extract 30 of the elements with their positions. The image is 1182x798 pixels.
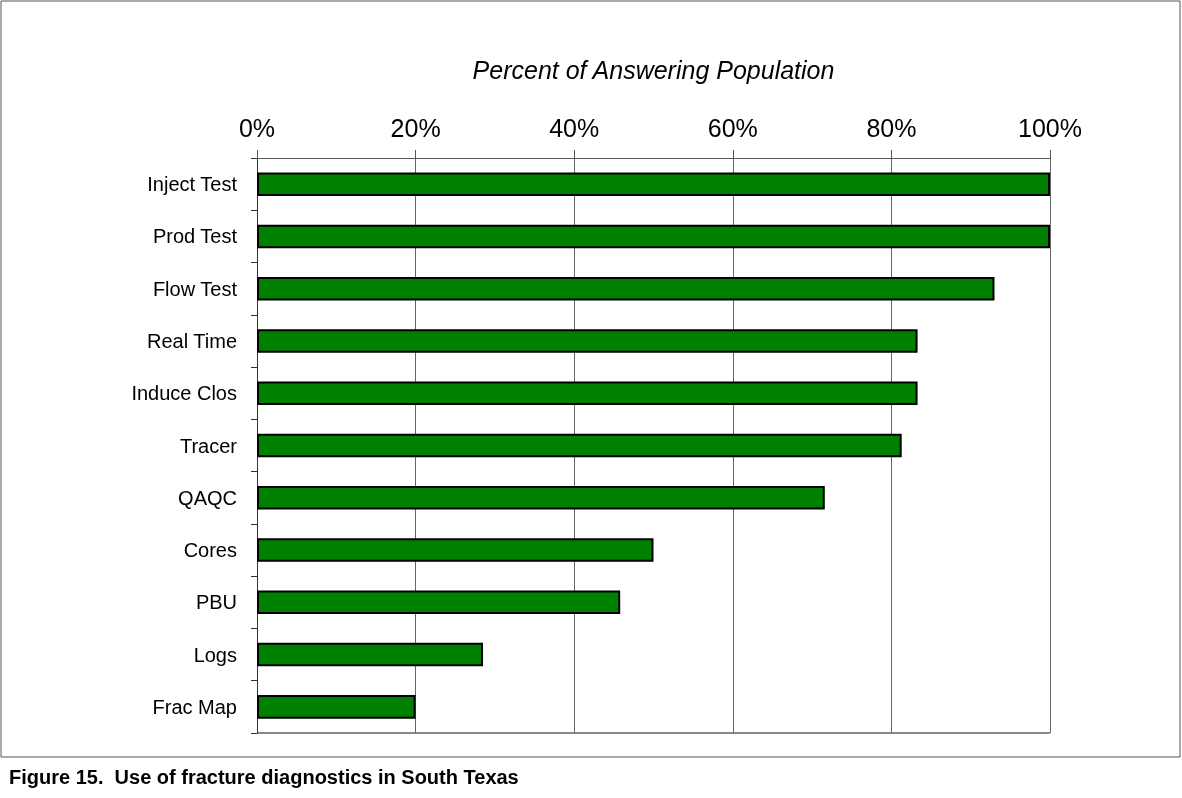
x-axis-title: Percent of Answering Population <box>472 55 835 84</box>
x-tick-label: 60% <box>707 113 758 142</box>
y-tick-label: QAQC <box>178 486 237 509</box>
bar <box>257 329 918 353</box>
y-tick-label: Logs <box>193 643 237 666</box>
x-tick-label: 0% <box>238 113 276 142</box>
x-tick-label: 80% <box>866 113 917 142</box>
bar <box>257 381 918 405</box>
bar <box>257 538 654 562</box>
y-tick-label: Inject Test <box>147 173 238 196</box>
text: Figure 15. Use of fracture diagnostics in South Texas <box>9 766 519 788</box>
bar <box>257 224 1050 249</box>
y-tick-label: PBU <box>195 591 237 614</box>
y-tick-label: Prod Test <box>152 225 238 248</box>
bar <box>257 433 902 458</box>
bar <box>257 486 825 510</box>
x-tick-label: 100% <box>1018 113 1082 142</box>
y-tick-label: Induce Clos <box>131 382 237 405</box>
bar <box>257 642 484 667</box>
bar <box>257 590 621 615</box>
y-tick-label: Tracer <box>179 434 238 457</box>
x-tick-label: 40% <box>549 113 600 142</box>
y-tick-label: Flow Test <box>152 277 238 300</box>
y-tick-label: Frac Map <box>152 695 237 718</box>
y-tick-label: Real Time <box>146 329 237 352</box>
bar <box>257 276 995 301</box>
bar <box>257 695 416 719</box>
x-tick-label: 20% <box>390 113 441 142</box>
bar <box>257 172 1050 196</box>
y-tick-label: Cores <box>183 539 237 562</box>
